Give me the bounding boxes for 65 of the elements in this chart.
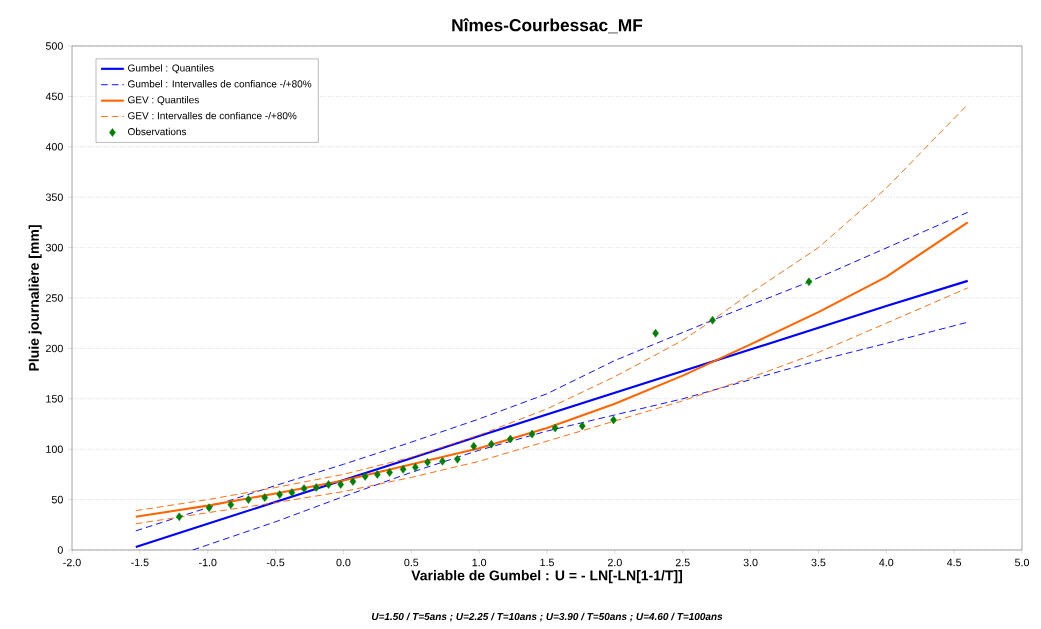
point — [470, 441, 477, 451]
point — [507, 434, 514, 444]
point — [261, 493, 268, 502]
x-tick-label: -2.0 — [63, 558, 81, 567]
point — [399, 465, 407, 474]
x-tick-label: 5.0 — [1015, 558, 1030, 567]
point — [454, 455, 461, 464]
point — [288, 488, 296, 497]
point — [424, 458, 431, 467]
point — [300, 484, 308, 493]
y-tick-label: 350 — [45, 193, 63, 201]
x-tick-label: -0.5 — [266, 558, 285, 567]
y-tick-label: 250 — [46, 294, 63, 302]
x-tick-label: 1.5 — [540, 558, 554, 567]
x-tick-label: 3.5 — [811, 558, 826, 567]
point — [276, 490, 283, 499]
point — [205, 503, 213, 512]
x-tick-label: 4.5 — [946, 558, 962, 567]
x-tick-label: 0.0 — [336, 558, 351, 567]
x-tick-label: 4.0 — [879, 558, 894, 567]
y-tick-label: 400 — [45, 143, 63, 151]
point — [709, 315, 716, 325]
y-tick-label: 100 — [46, 445, 63, 453]
point — [361, 472, 369, 481]
legend-label: Gumbel : Intervalles de confiance -/+80% — [128, 80, 312, 88]
x-tick-label: 2.5 — [675, 558, 690, 567]
point — [349, 477, 357, 486]
point — [412, 463, 419, 472]
y-tick-label: 300 — [45, 243, 63, 252]
point — [610, 415, 617, 425]
y-tick-label: 150 — [46, 395, 63, 403]
point — [386, 468, 393, 477]
point — [245, 495, 252, 504]
x-tick-label: -1.0 — [199, 558, 217, 567]
point — [374, 470, 381, 479]
point — [439, 457, 446, 466]
y-tick-label: 200 — [46, 344, 63, 353]
y-tick-label: 0 — [57, 546, 63, 554]
point — [551, 423, 559, 433]
y-axis-title: Pluie journalière [mm] — [28, 225, 42, 371]
point — [227, 500, 235, 509]
x-tick-label: -1.5 — [131, 558, 149, 567]
point — [175, 512, 183, 521]
point — [652, 329, 659, 338]
y-tick-label: 50 — [51, 495, 63, 504]
point — [579, 421, 586, 431]
point — [325, 480, 332, 489]
point — [313, 483, 320, 492]
y-tick-label: 450 — [45, 92, 63, 101]
point — [528, 429, 536, 439]
chart-title: Nîmes-Courbessac_MF — [452, 18, 643, 34]
x-tick-label: 0.5 — [404, 558, 419, 567]
x-tick-label: 3.0 — [743, 558, 758, 567]
point — [805, 277, 813, 287]
text: U=1.50 / T=5ans ; U=2.25 / T=10ans ; U=3.90 / T=50ans ; U=4.60 / T=100ans — [371, 612, 723, 622]
x-tick-label: 1.0 — [472, 558, 487, 567]
legend-label: GEV : Intervalles de confiance -/+80% — [128, 111, 297, 120]
x-axis-title: Variable de Gumbel : U = - LN[-LN[1-1/T]] — [411, 570, 683, 584]
legend-label: GEV : Quantiles — [128, 96, 199, 106]
point — [337, 480, 344, 489]
legend-label: Observations — [128, 127, 187, 136]
x-tick-label: 2.0 — [607, 558, 622, 567]
y-tick-label: 500 — [45, 42, 63, 50]
legend-label: Gumbel : Quantiles — [128, 64, 214, 74]
point — [488, 439, 495, 449]
